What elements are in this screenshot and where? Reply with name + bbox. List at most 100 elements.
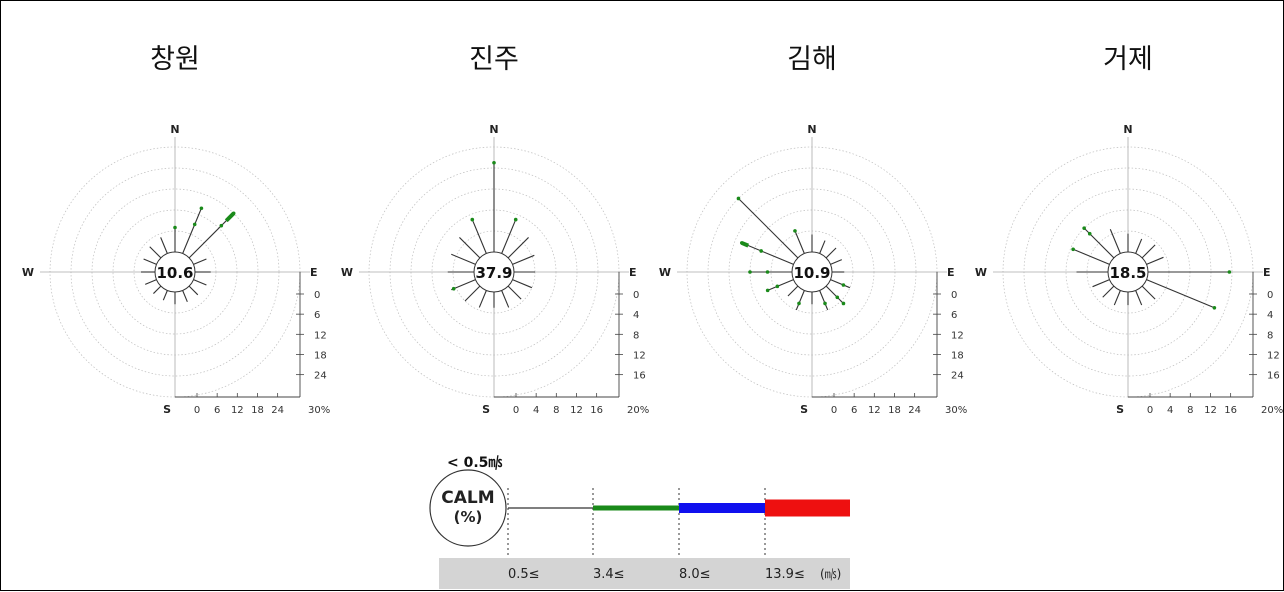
tick-label: 12 — [314, 330, 327, 341]
sector-marker — [1087, 231, 1092, 236]
tick-label: 12 — [633, 350, 646, 361]
sector-line — [144, 279, 157, 285]
tick-label: 8 — [553, 405, 559, 416]
direction-n: N — [807, 123, 816, 136]
direction-w: W — [659, 266, 671, 279]
tick-label: 18 — [314, 350, 327, 361]
sector-tip-marker — [736, 196, 741, 201]
direction-s: S — [800, 403, 808, 416]
chart-title: 김해 — [787, 44, 837, 75]
legend-scale-band — [439, 558, 850, 589]
sector-line — [819, 240, 826, 254]
tick-label: 16 — [590, 405, 603, 416]
sector-tip-marker — [173, 225, 177, 230]
direction-e: E — [1263, 266, 1271, 279]
sector-line — [471, 219, 487, 254]
sector-marker — [765, 270, 770, 274]
sector-line — [830, 259, 843, 265]
direction-s: S — [1116, 403, 1124, 416]
chart-title: 창원 — [150, 44, 200, 75]
sector-line — [1109, 229, 1121, 254]
direction-w: W — [22, 266, 34, 279]
tick-label: 0 — [513, 405, 519, 416]
sector-line — [741, 242, 794, 265]
tick-label: 0 — [951, 290, 957, 301]
sector-line — [795, 290, 805, 311]
sector-line — [501, 219, 517, 254]
tick-label: 8 — [1267, 330, 1273, 341]
wind-rose-geoje: 0 0 4 4 8 8 12 12 16 16 20% N E S W 18.5 — [975, 123, 1283, 416]
sector-tip-marker — [231, 211, 236, 216]
speed-class-label: 3.4≤ — [593, 567, 625, 582]
tick-label: 0 — [1147, 405, 1153, 416]
tick-label: 24 — [908, 405, 921, 416]
tick-label: 0 — [633, 290, 639, 301]
sector-marker — [219, 223, 224, 228]
sector-line — [1102, 285, 1115, 298]
tick-label: 18 — [251, 405, 264, 416]
tick-label: 4 — [533, 405, 539, 416]
tick-label: 4 — [1167, 405, 1173, 416]
tick-label: 4 — [1267, 310, 1273, 321]
sector-line — [767, 279, 794, 291]
sector-line — [162, 290, 168, 301]
tick-label: 12 — [231, 405, 244, 416]
panel-changwon: 창원 0 0 6 6 12 12 18 18 24 24 30% N E S W 10.6 — [15, 1, 335, 431]
tick-label: 24 — [314, 371, 327, 382]
scale-max-label: 20% — [1261, 405, 1283, 416]
calm-circle — [473, 251, 515, 293]
sector-line — [512, 254, 535, 265]
sector-marker — [759, 249, 763, 253]
sector-tip-marker — [793, 229, 797, 233]
sector-line — [149, 246, 162, 259]
wind-rose-gimhae: 0 0 6 6 12 12 18 18 24 24 30% N E S W 10.9 — [659, 123, 967, 416]
sector-line — [193, 258, 207, 265]
tick-label: 4 — [633, 310, 639, 321]
tick-label: 16 — [633, 371, 646, 382]
panel-geoje: 거제 0 0 4 4 8 8 12 12 16 16 20% N E S W 18.5 — [968, 1, 1284, 431]
sector-marker — [775, 284, 780, 289]
sector-line — [1141, 244, 1156, 259]
scale-max-label: 30% — [308, 405, 330, 416]
direction-n: N — [170, 123, 179, 136]
direction-e: E — [310, 266, 318, 279]
sector-line — [188, 285, 199, 296]
wind-rose-jinju: 0 0 4 4 8 8 12 12 16 16 20% N E S W 37.9 — [341, 123, 649, 416]
wind-rose-changwon: 0 0 6 6 12 12 18 18 24 24 30% N E S W 10.6 — [22, 123, 330, 416]
tick-label: 16 — [1224, 405, 1237, 416]
tick-label: 16 — [1267, 371, 1280, 382]
sector-line — [794, 230, 805, 254]
tick-label: 12 — [570, 405, 583, 416]
sector-line — [478, 290, 487, 308]
sector-line — [1146, 256, 1164, 265]
sector-line — [1146, 279, 1215, 309]
sector-line — [512, 279, 533, 289]
calm-threshold-label: < 0.5㎧ — [447, 455, 502, 471]
tick-label: 6 — [214, 405, 220, 416]
sector-line — [1092, 279, 1110, 288]
speed-unit-label: (㎧) — [820, 567, 841, 581]
speed-class-label: 13.9≤ — [765, 567, 805, 582]
sector-line — [1141, 285, 1156, 300]
sector-tip-marker — [1071, 247, 1075, 252]
sector-line — [160, 237, 168, 254]
tick-label: 18 — [951, 350, 964, 361]
sector-tip-marker — [199, 206, 204, 211]
tick-label: 18 — [888, 405, 901, 416]
calm-label: CALM — [441, 488, 494, 508]
tick-label: 24 — [951, 371, 964, 382]
tick-label: 0 — [194, 405, 200, 416]
sector-line — [143, 258, 157, 265]
speed-class-label: 8.0≤ — [679, 567, 711, 582]
tick-label: 8 — [633, 330, 639, 341]
sector-tip-marker — [748, 270, 752, 274]
scale-max-label: 30% — [945, 405, 967, 416]
sector-line — [507, 285, 522, 300]
chart-title: 거제 — [1103, 44, 1153, 75]
sector-line — [459, 237, 481, 259]
panel-gimhae: 김해 0 0 6 6 12 12 18 18 24 24 30% N E S W 10.9 — [652, 1, 972, 431]
sector-line — [1072, 248, 1110, 265]
tick-label: 6 — [951, 310, 957, 321]
sector-marker — [797, 301, 801, 306]
